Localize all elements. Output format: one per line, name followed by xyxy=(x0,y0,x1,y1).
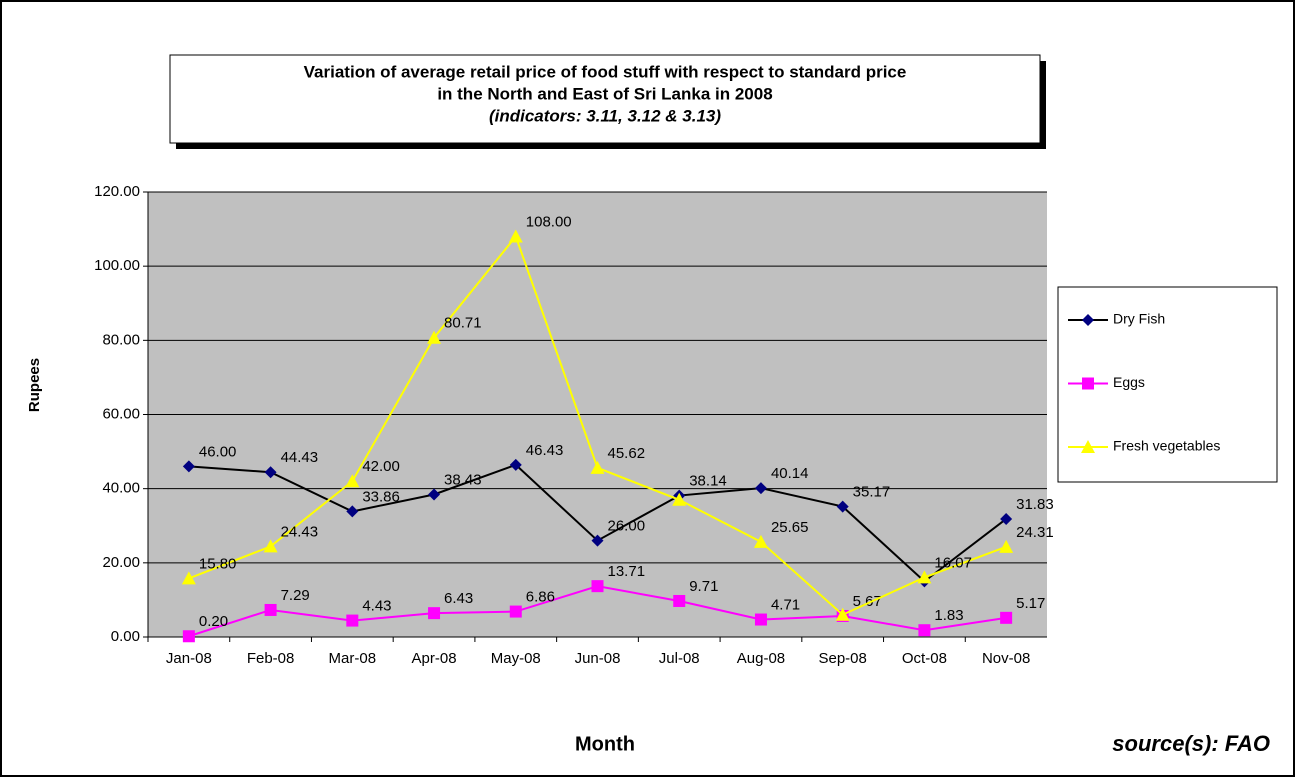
data-label: 6.86 xyxy=(526,589,555,606)
marker xyxy=(754,613,767,626)
y-tick-label: 60.00 xyxy=(102,405,140,422)
x-tick-label: Jan-08 xyxy=(166,650,212,667)
data-label: 46.43 xyxy=(526,442,564,459)
marker xyxy=(428,607,441,620)
data-label: 25.65 xyxy=(771,519,809,536)
data-label: 26.00 xyxy=(608,518,646,535)
data-label: 45.62 xyxy=(608,445,646,462)
data-label: 5.67 xyxy=(853,593,882,610)
data-label: 42.00 xyxy=(362,458,400,475)
data-label: 46.00 xyxy=(199,443,237,460)
data-label: 6.43 xyxy=(444,590,473,607)
marker xyxy=(181,571,196,585)
marker xyxy=(428,488,441,501)
data-label: 44.43 xyxy=(281,449,319,466)
marker xyxy=(346,614,359,627)
y-tick-label: 80.00 xyxy=(102,331,140,348)
marker xyxy=(672,492,687,506)
marker xyxy=(673,594,686,607)
marker xyxy=(427,330,442,344)
data-label: 38.14 xyxy=(689,473,727,490)
chart-subtitle: (indicators: 3.11, 3.12 & 3.13) xyxy=(489,106,721,125)
marker xyxy=(1081,440,1095,453)
marker xyxy=(835,607,850,621)
data-label: 38.43 xyxy=(444,471,482,488)
data-label: 33.86 xyxy=(362,488,400,505)
data-label: 80.71 xyxy=(444,315,482,332)
chart-title: Variation of average retail price of foo… xyxy=(304,62,907,81)
data-label: 0.20 xyxy=(199,613,228,630)
y-tick-label: 100.00 xyxy=(94,257,140,274)
marker xyxy=(753,534,768,548)
marker xyxy=(591,534,604,547)
x-tick-label: Jul-08 xyxy=(659,650,700,667)
y-tick-label: 120.00 xyxy=(94,183,140,200)
data-label: 1.83 xyxy=(934,607,963,624)
title-box xyxy=(169,54,1041,144)
marker xyxy=(509,458,522,471)
marker xyxy=(1000,512,1013,525)
x-tick-label: Nov-08 xyxy=(982,650,1030,667)
data-label: 31.83 xyxy=(1016,496,1054,513)
x-tick-label: Mar-08 xyxy=(329,650,377,667)
legend-label: Fresh vegetables xyxy=(1113,438,1220,454)
marker xyxy=(1082,314,1094,326)
data-label: 4.71 xyxy=(771,597,800,614)
marker xyxy=(917,570,932,584)
chart-title: in the North and East of Sri Lanka in 20… xyxy=(437,84,772,103)
x-tick-label: Jun-08 xyxy=(575,650,621,667)
data-label: 24.43 xyxy=(281,523,319,540)
marker xyxy=(182,460,195,473)
marker xyxy=(264,603,277,616)
data-label: 7.29 xyxy=(281,587,310,604)
marker xyxy=(836,500,849,513)
x-tick-label: May-08 xyxy=(491,650,541,667)
marker xyxy=(1000,611,1013,624)
data-label: 108.00 xyxy=(526,213,572,230)
data-label: 15.80 xyxy=(199,555,237,572)
x-tick-label: Aug-08 xyxy=(737,650,785,667)
marker xyxy=(264,466,277,479)
data-label: 24.31 xyxy=(1016,524,1054,541)
data-label: 35.17 xyxy=(853,484,891,501)
data-label: 5.17 xyxy=(1016,595,1045,612)
marker xyxy=(508,229,523,243)
marker xyxy=(590,460,605,474)
marker xyxy=(182,630,195,643)
marker xyxy=(263,539,278,553)
data-label: 4.43 xyxy=(362,598,391,615)
legend-label: Eggs xyxy=(1113,374,1145,390)
marker xyxy=(754,482,767,495)
data-label: 40.14 xyxy=(771,465,809,482)
data-label: 16.07 xyxy=(934,554,972,571)
marker xyxy=(999,539,1014,553)
x-axis-label: Month xyxy=(575,733,635,755)
marker xyxy=(918,624,931,637)
marker xyxy=(591,580,604,593)
y-tick-label: 20.00 xyxy=(102,554,140,571)
y-tick-label: 40.00 xyxy=(102,480,140,497)
x-tick-label: Sep-08 xyxy=(818,650,866,667)
x-tick-label: Feb-08 xyxy=(247,650,295,667)
x-tick-label: Oct-08 xyxy=(902,650,947,667)
marker xyxy=(346,505,359,518)
data-label: 13.71 xyxy=(608,563,646,580)
source-note: source(s): FAO xyxy=(1112,731,1270,756)
x-tick-label: Apr-08 xyxy=(412,650,457,667)
marker xyxy=(509,605,522,618)
y-axis-label: Rupees xyxy=(26,358,43,412)
marker xyxy=(1082,377,1094,390)
data-label: 9.71 xyxy=(689,578,718,595)
marker xyxy=(345,474,360,488)
legend-label: Dry Fish xyxy=(1113,311,1165,327)
y-tick-label: 0.00 xyxy=(111,628,140,645)
